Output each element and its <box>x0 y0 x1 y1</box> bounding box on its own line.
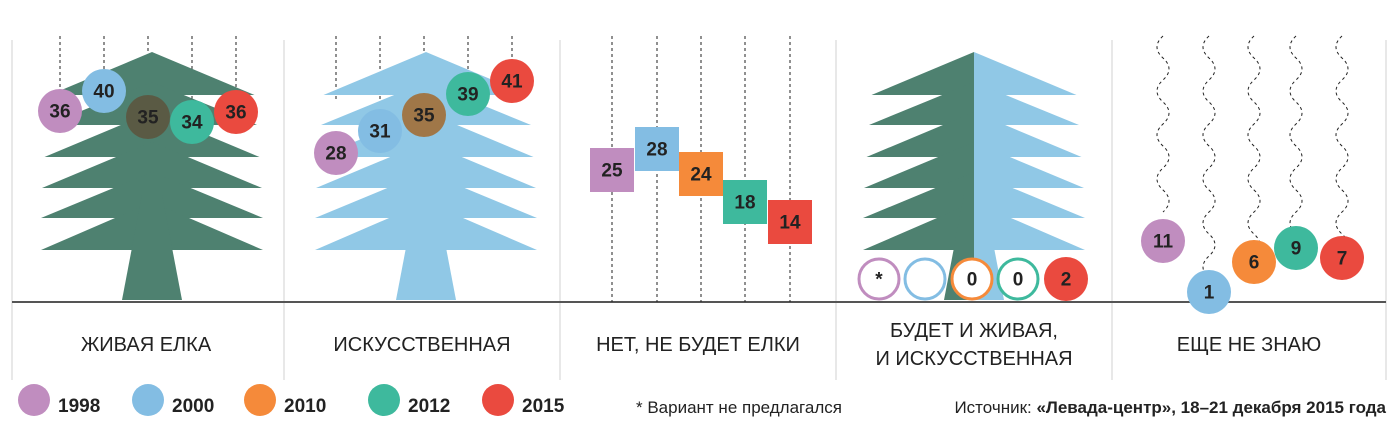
bubble-live-2010 <box>126 95 170 139</box>
box-none-1998-label: 25 <box>601 161 623 182</box>
legend-label: 1998 <box>58 396 101 417</box>
ring-mixed-1998-label: * <box>875 270 883 291</box>
live-tree-trunk <box>122 195 182 300</box>
ring-mixed-2000 <box>903 257 947 301</box>
box-none-2015-label: 14 <box>779 213 801 234</box>
bubble-live-1998-label: 36 <box>49 102 70 123</box>
category-label: НЕТ, НЕ БУДЕТ ЕЛКИ <box>596 334 800 356</box>
bubble-artificial-2000 <box>358 109 402 153</box>
bubble-unsure-2015 <box>1320 236 1364 280</box>
footnote: * Вариант не предлагался <box>636 398 842 417</box>
bubble-unsure-2012 <box>1274 226 1318 270</box>
box-none-2012 <box>723 180 767 224</box>
bubble-unsure-2000-label: 1 <box>1204 283 1215 304</box>
box-none-2010-label: 24 <box>690 165 712 186</box>
mixed-tree-left <box>871 52 974 95</box>
bubble-live-2015-label: 36 <box>225 103 246 124</box>
bubble-unsure-1998-label: 11 <box>1153 232 1174 253</box>
bubble-live-2012 <box>170 100 214 144</box>
box-none-2000 <box>635 127 679 171</box>
wavy-string <box>1156 35 1170 213</box>
source-name: «Левада-центр», 18–21 декабря 2015 года <box>1036 398 1386 417</box>
bubble-mixed-2015-label: 2 <box>1061 270 1072 291</box>
legend-swatch <box>132 384 164 416</box>
category-label: ЕЩЕ НЕ ЗНАЮ <box>1177 334 1321 356</box>
mixed-tree-left <box>863 172 974 218</box>
bubble-unsure-2010 <box>1232 240 1276 284</box>
category-label: И ИСКУССТВЕННАЯ <box>875 348 1072 370</box>
legend-label: 2012 <box>408 396 451 417</box>
bubble-unsure-2000 <box>1187 270 1231 314</box>
wavy-string <box>1202 35 1216 301</box>
legend-label: 2010 <box>284 396 327 417</box>
bubble-mixed-2015 <box>1044 257 1088 301</box>
box-none-2000-label: 28 <box>646 140 667 161</box>
legend-swatch <box>244 384 276 416</box>
category-label: ИСКУССТВЕННАЯ <box>333 334 510 356</box>
mixed-tree-right <box>974 112 1082 157</box>
source-note: Источник: «Левада-центр», 18–21 декабря … <box>954 398 1386 418</box>
legend-swatch <box>368 384 400 416</box>
live-tree-tier <box>42 142 262 188</box>
box-none-2015 <box>768 200 812 244</box>
bubble-artificial-2012-label: 39 <box>457 85 478 106</box>
mixed-tree-left <box>866 112 974 157</box>
mixed-tree-right <box>974 142 1084 188</box>
ring-mixed-2012-label: 0 <box>1013 270 1024 291</box>
box-none-2010 <box>679 152 723 196</box>
category-label: БУДЕТ И ЖИВАЯ, <box>890 320 1058 342</box>
legend-swatch <box>482 384 514 416</box>
bubble-artificial-1998 <box>314 131 358 175</box>
legend-label: 2015 <box>522 396 565 417</box>
bubble-unsure-2015-label: 7 <box>1337 249 1348 270</box>
bubble-artificial-2015-label: 41 <box>501 72 523 93</box>
ring-mixed-2010-label: 0 <box>967 270 978 291</box>
mixed-tree-right <box>974 172 1085 218</box>
bubble-artificial-2010 <box>402 93 446 137</box>
legend: 1998 2000 2010 2012 2015 <box>18 384 578 417</box>
bubble-artificial-2015 <box>490 59 534 103</box>
mixed-tree-right <box>974 202 1085 250</box>
box-none-1998 <box>590 148 634 192</box>
mixed-tree-right <box>974 52 1077 95</box>
bubble-live-2000-label: 40 <box>93 82 114 103</box>
legend-swatch <box>18 384 50 416</box>
wavy-string <box>1335 35 1349 257</box>
ring-mixed-2010 <box>950 257 994 301</box>
mixed-tree-left <box>863 202 974 250</box>
artificial-tree-trunk <box>396 195 456 300</box>
bubble-live-1998 <box>38 89 82 133</box>
bubble-live-2010-label: 35 <box>137 108 159 129</box>
box-none-2012-label: 18 <box>734 193 755 214</box>
bubble-artificial-2010-label: 35 <box>413 106 435 127</box>
bubble-live-2000 <box>82 69 126 113</box>
bubble-unsure-2012-label: 9 <box>1291 239 1302 260</box>
mixed-tree-left <box>869 82 974 125</box>
ring-mixed-1998 <box>857 257 901 301</box>
mixed-tree-left <box>864 142 974 188</box>
wavy-string <box>1289 35 1303 257</box>
bubble-live-2015 <box>214 90 258 134</box>
bubble-artificial-2000-label: 31 <box>369 122 391 143</box>
legend-label: 2000 <box>172 396 215 417</box>
bubble-artificial-2012 <box>446 72 490 116</box>
bubble-unsure-2010-label: 6 <box>1249 253 1260 274</box>
bubble-unsure-1998 <box>1141 219 1185 263</box>
category-label: ЖИВАЯ ЕЛКА <box>81 334 212 356</box>
bubble-artificial-1998-label: 28 <box>325 144 346 165</box>
source-prefix: Источник: <box>954 398 1037 417</box>
mixed-tree-right <box>974 82 1079 125</box>
ring-mixed-2012 <box>996 257 1040 301</box>
wavy-string <box>1247 35 1261 257</box>
bubble-live-2012-label: 34 <box>181 113 203 134</box>
artificial-tree-tier <box>316 142 536 188</box>
